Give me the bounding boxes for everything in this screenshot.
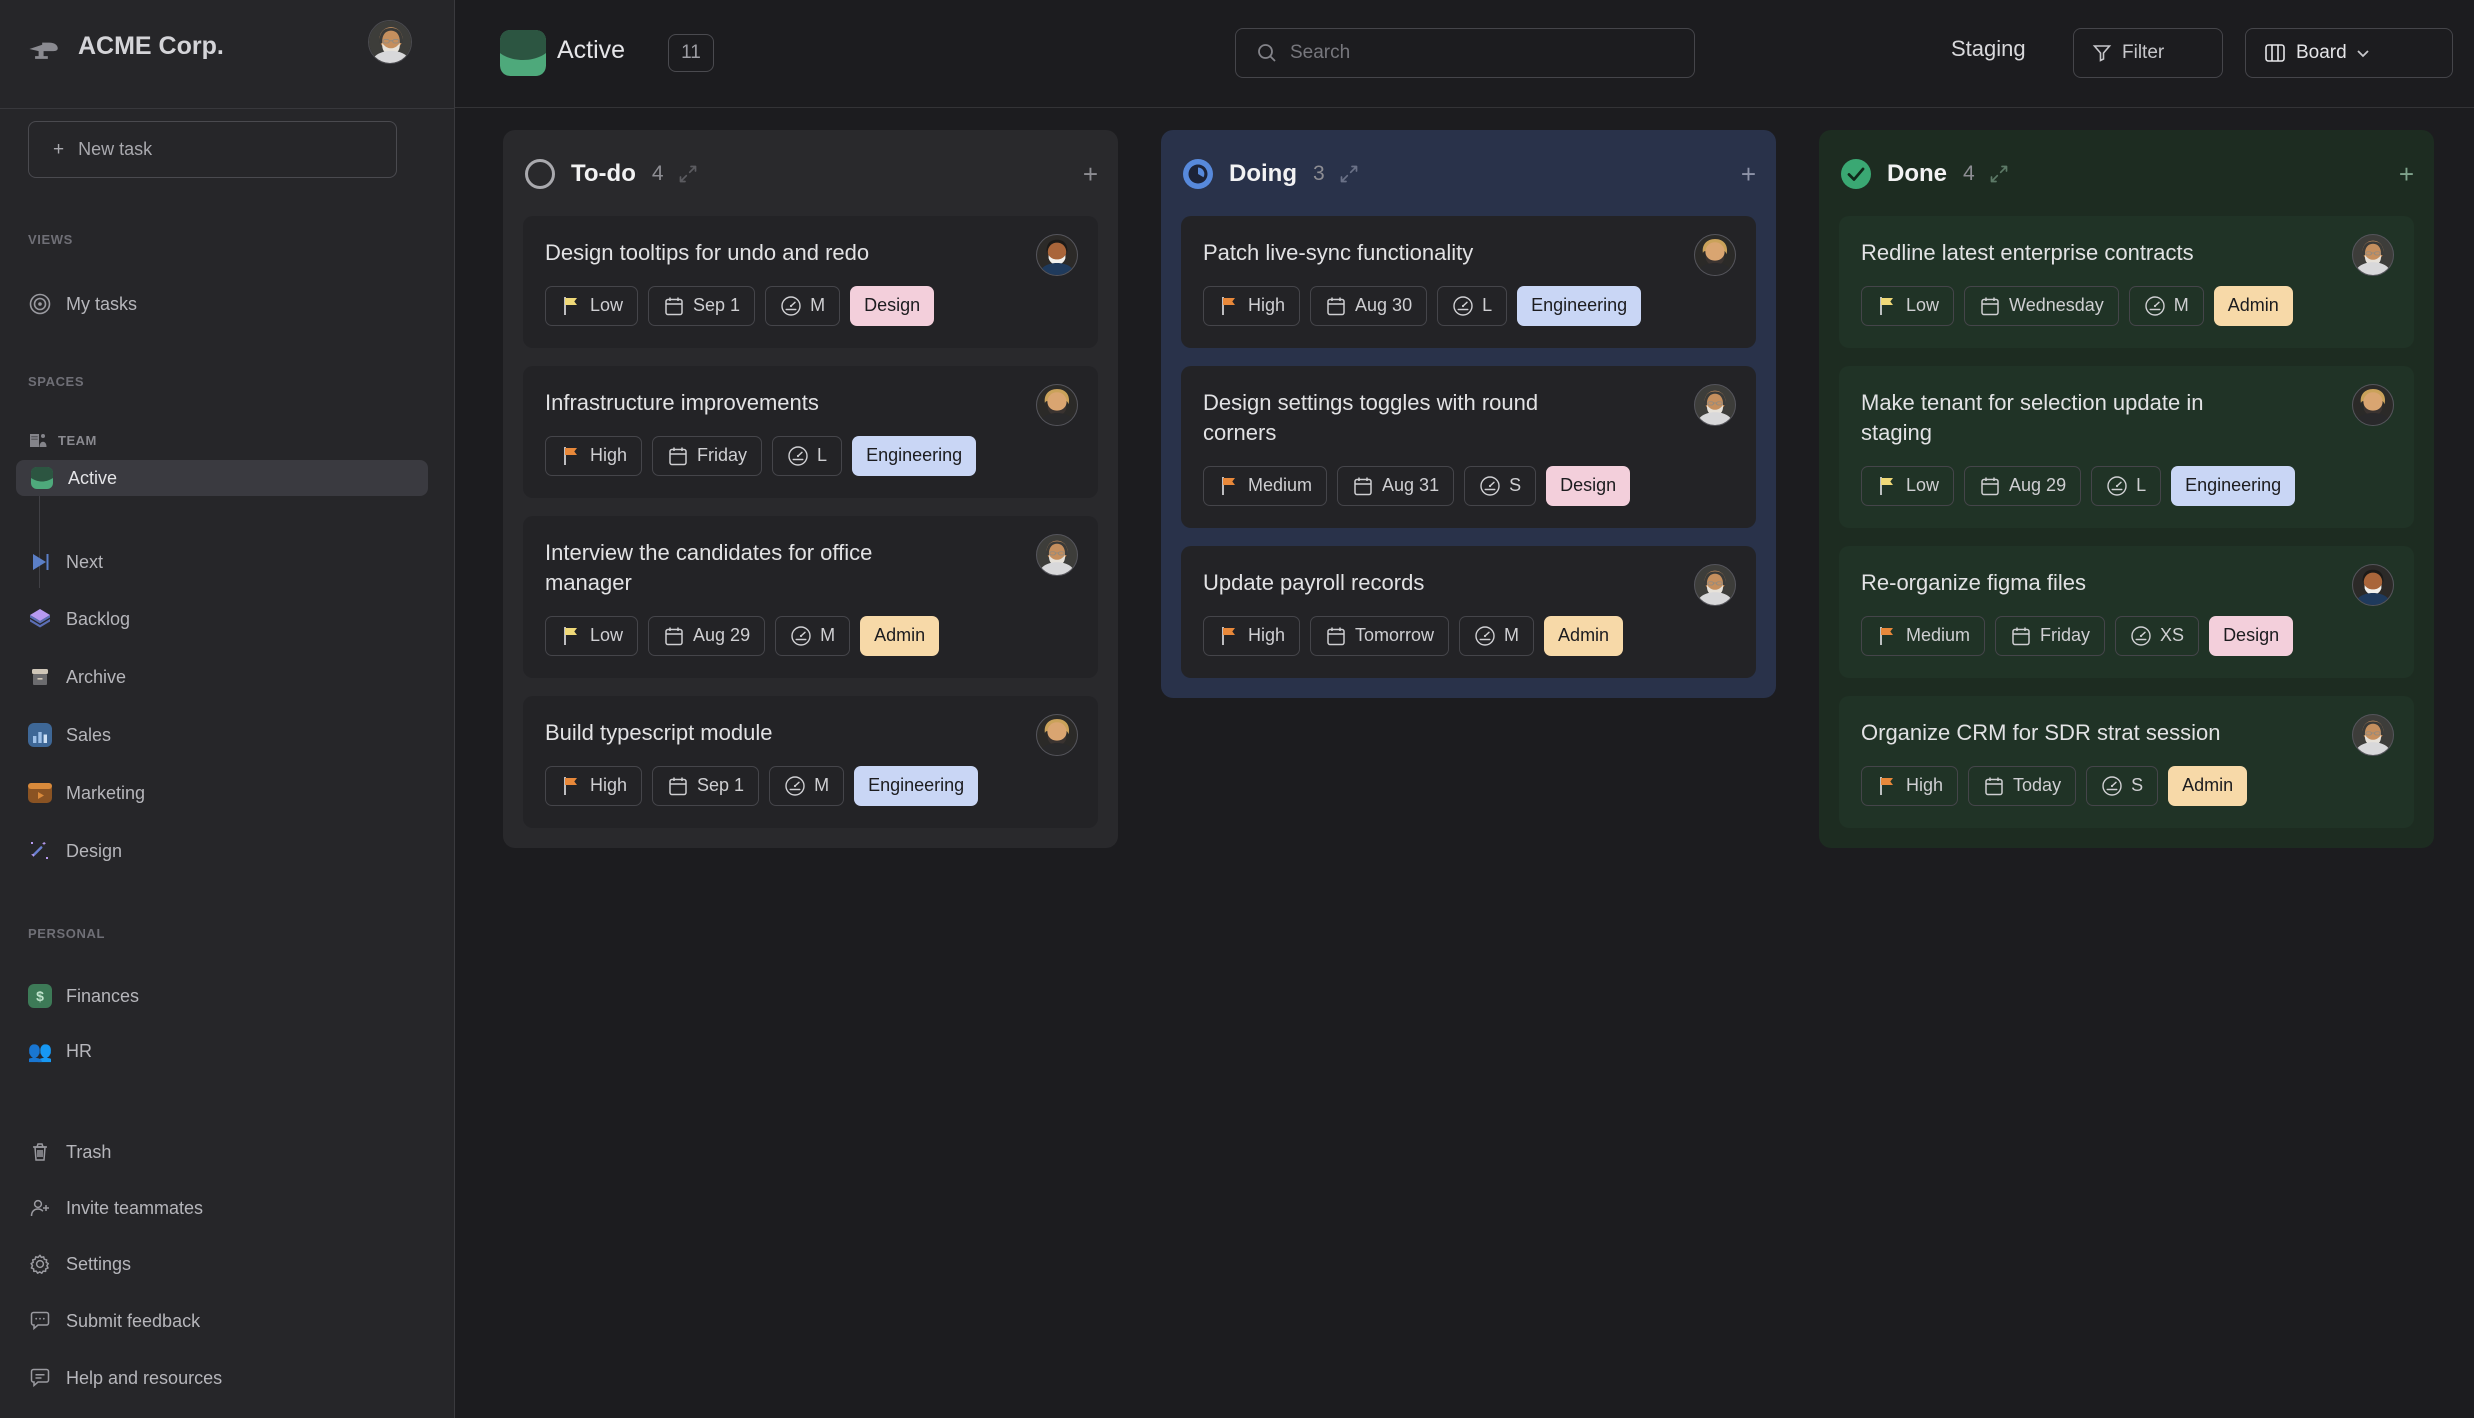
svg-text:$: $ bbox=[36, 988, 44, 1004]
